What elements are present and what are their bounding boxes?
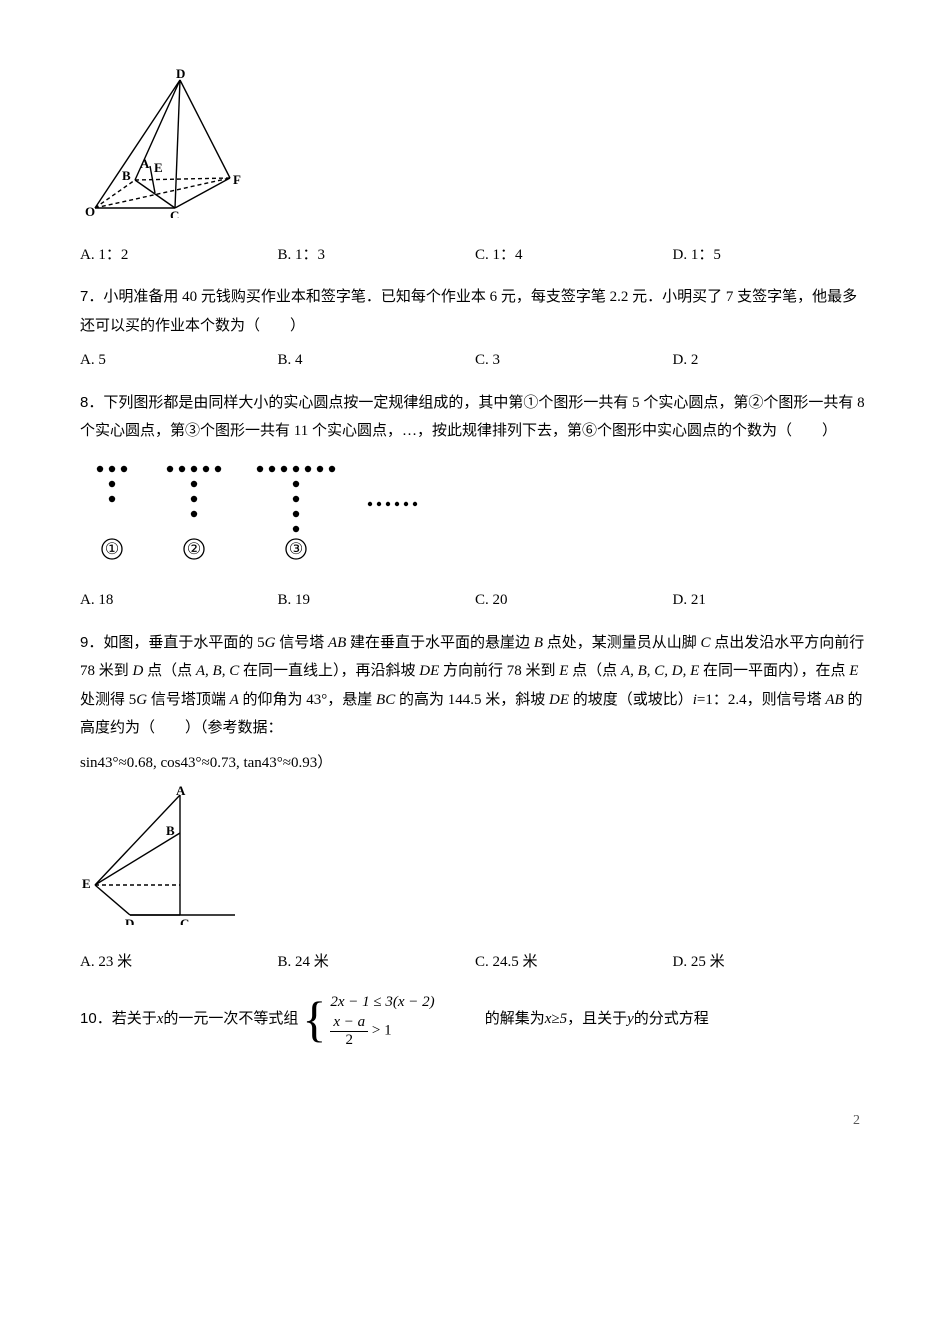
page-number: 2 xyxy=(80,1108,870,1135)
q8-svg: ① ② ③ xyxy=(80,454,440,564)
q9-svg: A B C D E xyxy=(80,785,250,925)
q9-opt-d: D. 25 米 xyxy=(673,948,871,977)
q6-opt-c: C. 1：4 xyxy=(475,241,673,270)
q8-opt-b: B. 19 xyxy=(278,586,476,615)
q6-opt-d: D. 1：5 xyxy=(673,241,871,270)
q7-options: A. 5 B. 4 C. 3 D. 2 xyxy=(80,346,870,375)
q8-options: A. 18 B. 19 C. 20 D. 21 xyxy=(80,586,870,615)
pt-E9: E xyxy=(82,876,91,891)
label-1: ① xyxy=(105,541,119,558)
label-2: ② xyxy=(187,541,201,558)
q8-body: ．下列图形都是由同样大小的实心圆点按一定规律组成的，其中第①个图形一共有 5 个… xyxy=(80,395,865,440)
frac: x − a 2 xyxy=(330,1014,368,1048)
q9-figure: A B C D E xyxy=(80,785,870,936)
sys-line1: 2x − 1 ≤ 3(x − 2) xyxy=(330,990,434,1014)
pt-B: B xyxy=(122,168,131,183)
q7-opt-d: D. 2 xyxy=(673,346,871,375)
q9-opt-c: C. 24.5 米 xyxy=(475,948,673,977)
q8-figure: ① ② ③ xyxy=(80,454,870,575)
q10-system: { 2x − 1 ≤ 3(x − 2) x − a 2 > 1 xyxy=(298,990,434,1048)
q9-opt-a: A. 23 米 xyxy=(80,948,278,977)
q6-svg: O C B F D A E xyxy=(80,68,260,218)
q8-opt-d: D. 21 xyxy=(673,586,871,615)
q8-opt-c: C. 20 xyxy=(475,586,673,615)
brace-icon: { xyxy=(302,994,326,1044)
q6-opt-b: B. 1：3 xyxy=(278,241,476,270)
q7-body: ．小明准备用 40 元钱购买作业本和签字笔．已知每个作业本 6 元，每支签字笔 … xyxy=(80,289,857,334)
pt-C9: C xyxy=(180,916,189,925)
q9-opt-b: B. 24 米 xyxy=(278,948,476,977)
pt-F: F xyxy=(233,172,241,187)
label-3: ③ xyxy=(289,541,303,558)
pt-D9: D xyxy=(125,916,134,925)
q8-text: 8．下列图形都是由同样大小的实心圆点按一定规律组成的，其中第①个图形一共有 5 … xyxy=(80,389,870,446)
q9-text: 9．如图，垂直于水平面的 5G 信号塔 AB 建在垂直于水平面的悬崖边 B 点处… xyxy=(80,629,870,743)
q8-opt-a: A. 18 xyxy=(80,586,278,615)
pt-O: O xyxy=(85,204,95,218)
q9-ref: sin43°≈0.68, cos43°≈0.73, tan43°≈0.93） xyxy=(80,749,870,778)
pt-E: E xyxy=(154,160,163,175)
q7-opt-c: C. 3 xyxy=(475,346,673,375)
pt-B9: B xyxy=(166,823,175,838)
q6-options: A. 1：2 B. 1：3 C. 1：4 D. 1：5 xyxy=(80,241,870,270)
pt-A9: A xyxy=(176,785,186,798)
q10-num: 10 xyxy=(80,1005,97,1034)
pt-A: A xyxy=(140,156,150,171)
q10-row: 10．若关于 x 的一元一次不等式组 { 2x − 1 ≤ 3(x − 2) x… xyxy=(80,990,870,1048)
q6-figure: O C B F D A E xyxy=(80,68,870,229)
q9-options: A. 23 米 B. 24 米 C. 24.5 米 D. 25 米 xyxy=(80,948,870,977)
q6-opt-a: A. 1：2 xyxy=(80,241,278,270)
q7-opt-a: A. 5 xyxy=(80,346,278,375)
pt-D: D xyxy=(176,68,185,81)
q7-text: 7．小明准备用 40 元钱购买作业本和签字笔．已知每个作业本 6 元，每支签字笔… xyxy=(80,283,870,340)
q7-opt-b: B. 4 xyxy=(278,346,476,375)
pt-C: C xyxy=(170,208,179,218)
